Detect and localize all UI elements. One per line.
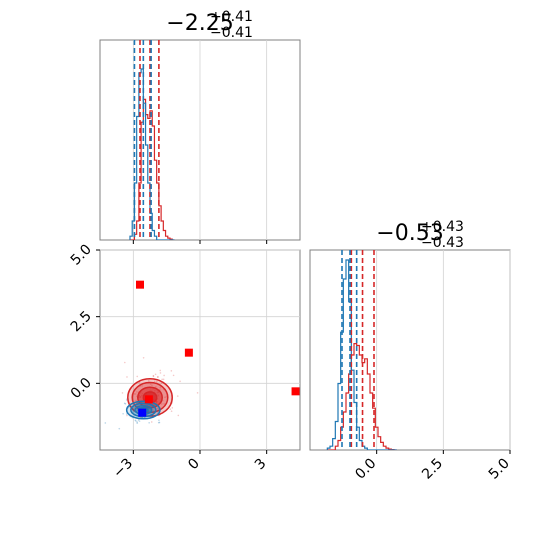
x-tick-label: 0	[185, 456, 203, 474]
marker-blue	[138, 408, 147, 417]
sample-point	[118, 427, 121, 430]
sample-point	[135, 420, 137, 422]
sample-point	[137, 419, 140, 421]
param2-title-sup: +0.43	[421, 219, 464, 235]
marker-red	[144, 395, 153, 404]
sample-point	[104, 422, 107, 424]
sample-point	[172, 374, 175, 377]
sample-point	[135, 399, 137, 402]
sample-point	[138, 420, 141, 422]
sample-point	[136, 391, 138, 393]
sample-point	[133, 393, 136, 395]
sample-point	[160, 403, 163, 405]
sample-point	[136, 422, 139, 424]
sample-point	[122, 412, 124, 415]
x-tick-label: 5.0	[486, 456, 513, 483]
sample-point	[152, 375, 155, 377]
sample-point	[170, 370, 173, 372]
sample-point	[157, 376, 159, 379]
x-tick-label: 2.5	[419, 456, 446, 483]
sample-point	[161, 378, 163, 381]
sample-point	[124, 403, 127, 405]
y-tick-label: 5.0	[68, 242, 95, 269]
sample-point	[124, 361, 126, 364]
sample-point	[165, 396, 167, 398]
sample-point	[156, 412, 159, 414]
sample-point	[126, 376, 128, 378]
sample-point	[156, 381, 158, 383]
histogram-blue	[326, 259, 397, 450]
param1-title-sup: +0.41	[210, 9, 253, 25]
sample-point	[121, 392, 124, 394]
sample-point	[157, 375, 159, 378]
sample-point	[176, 395, 179, 397]
sample-point	[149, 408, 152, 411]
sample-point	[151, 384, 153, 387]
sample-point	[196, 392, 199, 394]
param2-title: −0.53	[376, 221, 443, 246]
marker-red	[136, 280, 144, 289]
sample-point	[150, 421, 153, 423]
y-tick-label: 2.5	[68, 308, 95, 335]
sample-point	[154, 373, 157, 376]
sample-point	[141, 385, 143, 387]
sample-point	[125, 399, 128, 401]
x-tick-label: 3	[252, 456, 270, 474]
sample-point	[157, 421, 160, 424]
sample-point	[134, 393, 137, 395]
panel-joint-scatter: −3 0 3 0.0 2.5 5.0	[68, 242, 301, 482]
sample-point	[147, 380, 150, 382]
sample-point	[179, 380, 181, 383]
sample-point	[163, 374, 165, 377]
sample-point	[163, 403, 165, 405]
histogram-red	[130, 98, 175, 240]
panel-frame	[309, 249, 511, 451]
sample-point	[153, 380, 156, 383]
param1-title: −2.25	[166, 11, 233, 36]
param1-title-sub: −0.41	[210, 25, 253, 41]
sample-point	[158, 419, 160, 422]
sample-point	[157, 407, 159, 410]
param2-title-sub: −0.43	[421, 235, 464, 251]
x-tick-label: −3	[110, 456, 136, 482]
sample-point	[159, 386, 162, 389]
sample-point	[159, 369, 162, 372]
sample-point	[158, 421, 161, 424]
histogram-red	[327, 343, 397, 450]
sample-point	[149, 383, 152, 386]
sample-point	[134, 419, 137, 422]
sample-point	[126, 414, 128, 417]
sample-point	[177, 414, 180, 417]
x-tick-label: 0.0	[352, 456, 379, 483]
sample-point	[159, 372, 162, 374]
marker-red	[291, 387, 300, 396]
sample-point	[170, 410, 173, 413]
histogram-blue	[129, 68, 175, 240]
marker-red	[184, 348, 193, 357]
y-tick-label: 0.0	[68, 375, 95, 402]
sample-point	[136, 375, 139, 378]
sample-point	[136, 421, 138, 423]
sample-point	[157, 408, 160, 410]
sample-point	[155, 386, 157, 388]
sample-point	[162, 378, 165, 381]
sample-point	[164, 396, 166, 399]
sample-point	[152, 375, 155, 377]
panel-param2-histogram: 0.0 2.5 5.0	[309, 249, 513, 483]
sample-point	[142, 356, 145, 359]
sample-point	[169, 408, 172, 410]
panel-param1-histogram	[99, 39, 301, 244]
sample-point	[123, 402, 126, 405]
sample-point	[148, 421, 150, 424]
sample-point	[171, 407, 174, 409]
